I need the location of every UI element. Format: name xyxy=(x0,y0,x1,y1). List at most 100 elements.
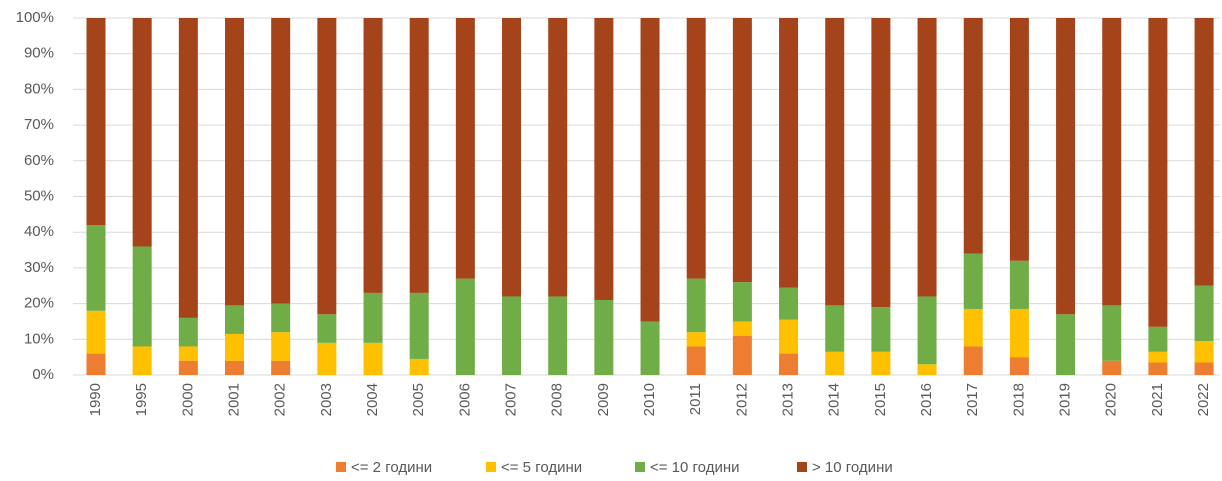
bar-segment xyxy=(1148,326,1168,352)
bar-segment xyxy=(86,225,106,311)
bar-segment xyxy=(132,246,152,347)
bar-segment xyxy=(271,332,291,361)
bar-segment xyxy=(1102,360,1122,375)
y-tick-label: 100% xyxy=(16,9,54,26)
bar-segment xyxy=(548,296,568,375)
bar-segment xyxy=(732,321,752,336)
x-tick-label: 2000 xyxy=(179,383,196,416)
bar-segment xyxy=(732,335,752,375)
bar-segment xyxy=(271,360,291,375)
bar-segment xyxy=(871,18,891,308)
bar-segment xyxy=(779,353,799,375)
bar-segment xyxy=(225,360,245,375)
bar-segment xyxy=(871,351,891,375)
bar-segment xyxy=(732,18,752,283)
x-tick-label: 2015 xyxy=(872,383,889,416)
legend-label: <= 10 години xyxy=(650,459,740,476)
x-tick-label: 2021 xyxy=(1149,383,1166,416)
x-tick-label: 2004 xyxy=(364,383,381,416)
bar-segment xyxy=(1102,18,1122,306)
x-tick-label: 2011 xyxy=(687,383,704,415)
bar-segment xyxy=(271,18,291,304)
bar-segment xyxy=(779,287,799,320)
bar-segment xyxy=(871,307,891,352)
bar-segment xyxy=(1009,260,1029,309)
y-tick-label: 30% xyxy=(24,259,54,276)
bar-segment xyxy=(1194,341,1214,363)
bar-segment xyxy=(409,292,429,359)
bar-segment xyxy=(86,353,106,375)
bar-segment xyxy=(1056,18,1076,315)
bar-segment xyxy=(363,292,383,343)
bar-segment xyxy=(317,342,337,375)
y-tick-label: 80% xyxy=(24,80,54,97)
x-tick-label: 2008 xyxy=(549,383,566,416)
bar-segment xyxy=(686,18,706,279)
bar-segment xyxy=(825,18,845,306)
legend-swatch xyxy=(486,462,496,472)
bar-segment xyxy=(917,18,937,297)
legend-label: <= 2 години xyxy=(351,459,432,476)
bar-segment xyxy=(1056,314,1076,375)
bar-segment xyxy=(1194,362,1214,375)
bar-segment xyxy=(825,305,845,352)
x-tick-label: 2002 xyxy=(272,383,289,416)
x-tick-label: 2006 xyxy=(456,383,473,416)
bar-segment xyxy=(825,351,845,375)
bar-segment xyxy=(502,18,522,297)
bar-segment xyxy=(1148,362,1168,375)
bar-segment xyxy=(686,346,706,375)
x-tick-label: 2019 xyxy=(1057,383,1074,416)
bar-segment xyxy=(132,18,152,247)
x-tick-label: 2018 xyxy=(1010,383,1027,416)
bar-segment xyxy=(1194,285,1214,342)
bar-segment xyxy=(640,321,660,375)
bar-segment xyxy=(178,360,198,375)
x-tick-label: 2014 xyxy=(826,383,843,416)
bar-segment xyxy=(686,278,706,333)
bar-segment xyxy=(86,310,106,354)
bar-segment xyxy=(502,296,522,375)
bar-segment xyxy=(917,364,937,375)
bar-segment xyxy=(1148,351,1168,363)
bar-segment xyxy=(455,278,475,375)
y-tick-label: 10% xyxy=(24,330,54,347)
bar-segment xyxy=(963,346,983,375)
bar-segment xyxy=(132,346,152,375)
y-tick-label: 50% xyxy=(24,187,54,204)
bar-segment xyxy=(1148,18,1168,327)
bar-segment xyxy=(917,296,937,365)
x-tick-label: 2013 xyxy=(780,383,797,416)
bar-segment xyxy=(271,303,291,333)
x-tick-label: 2017 xyxy=(964,383,981,416)
bar-segment xyxy=(455,18,475,279)
bar-segment xyxy=(178,317,198,347)
legend-swatch xyxy=(797,462,807,472)
bar-segment xyxy=(225,333,245,361)
bar-segment xyxy=(225,305,245,334)
legend-swatch xyxy=(635,462,645,472)
x-tick-label: 2005 xyxy=(410,383,427,416)
bar-segment xyxy=(1009,308,1029,358)
bar-segment xyxy=(363,342,383,375)
y-tick-label: 20% xyxy=(24,295,54,312)
bar-segment xyxy=(1194,18,1214,286)
bar-segment xyxy=(594,18,614,301)
bar-segment xyxy=(594,300,614,375)
bar-segment xyxy=(1009,357,1029,375)
bar-segment xyxy=(1102,305,1122,361)
legend-label: > 10 години xyxy=(812,459,893,476)
x-tick-label: 2020 xyxy=(1103,383,1120,416)
bar-segment xyxy=(86,18,106,226)
x-tick-label: 2001 xyxy=(225,383,242,416)
bar-segment xyxy=(409,18,429,293)
bar-segment xyxy=(225,18,245,306)
bar-segment xyxy=(317,18,337,315)
bar-segment xyxy=(317,314,337,343)
bar-segment xyxy=(1009,18,1029,261)
bar-segment xyxy=(409,358,429,375)
legend-swatch xyxy=(336,462,346,472)
x-tick-label: 2016 xyxy=(918,383,935,416)
bar-segment xyxy=(686,332,706,347)
